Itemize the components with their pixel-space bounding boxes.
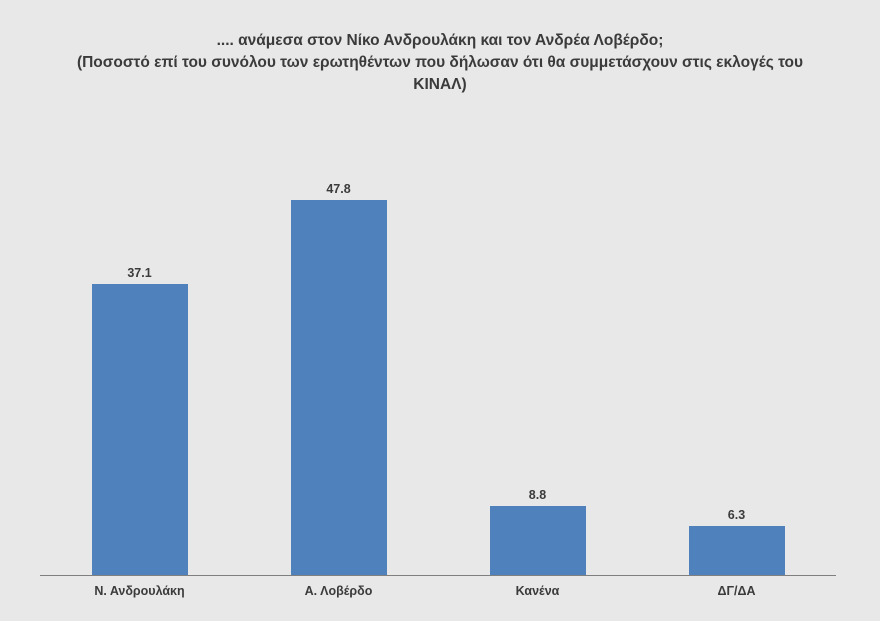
plot-area: 37.1 47.8 8.8 6.3 Ν. Ανδρουλάκη Α. Λοβέρδο Κα… [40, 115, 836, 598]
bar-slot: 37.1 [40, 266, 239, 575]
category-label: Κανένα [515, 584, 560, 598]
bar-value-label: 6.3 [727, 508, 746, 522]
bar-value-label: 37.1 [127, 266, 152, 280]
category-label: Ν. Ανδρουλάκη [94, 584, 185, 598]
bar-slot: 47.8 [239, 182, 438, 575]
bar [489, 506, 586, 575]
bar-value-label: 8.8 [528, 488, 547, 502]
category-label: Α. Λοβέρδο [304, 584, 373, 598]
bars-row: 37.1 47.8 8.8 6.3 [40, 115, 836, 576]
chart-title: .... ανάμεσα στον Νίκο Ανδρουλάκη και το… [216, 32, 664, 49]
bar-value-label: 47.8 [326, 182, 351, 196]
chart-title-block: .... ανάμεσα στον Νίκο Ανδρουλάκη και το… [0, 0, 880, 96]
bar [290, 200, 387, 575]
chart-subtitle: (Ποσοστό επί του συνόλου των ερωτηθέντων… [76, 54, 804, 93]
category-labels-row: Ν. Ανδρουλάκη Α. Λοβέρδο Κανένα ΔΓ/ΔΑ [40, 576, 836, 598]
bar-slot: 8.8 [438, 488, 637, 575]
bar [91, 284, 188, 575]
bar [688, 526, 785, 575]
category-label: ΔΓ/ΔΑ [717, 584, 756, 598]
bar-slot: 6.3 [637, 508, 836, 575]
